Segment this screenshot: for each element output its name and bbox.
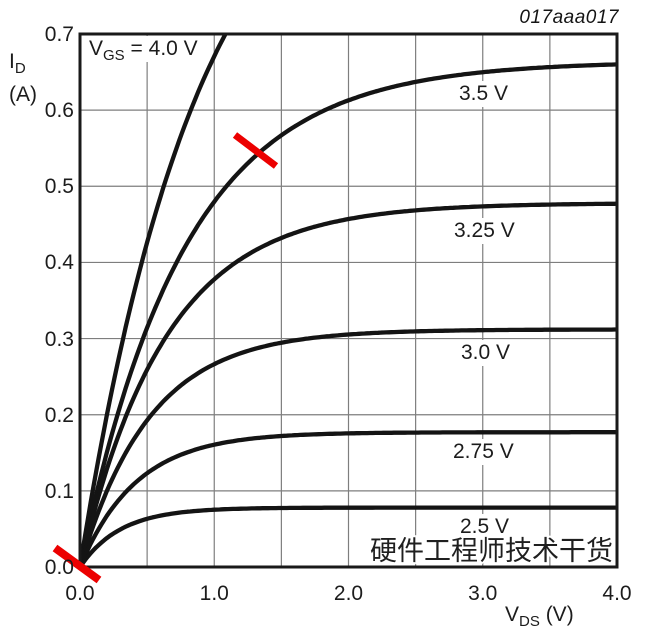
y-axis-unit: (A) — [9, 83, 37, 107]
figure-id: 017aaa017 — [519, 7, 619, 28]
curve-label-vgs-3.5: 3.5 V — [455, 81, 513, 107]
curve-label-vgs-2.75: 2.75 V — [449, 439, 518, 465]
x-axis-symbol: V — [505, 603, 520, 626]
y-axis-symbol: I — [9, 50, 15, 73]
x-axis-symbol-subscript: DS — [519, 613, 540, 631]
curve-label-vgs-3: 3.0 V — [457, 340, 515, 366]
watermark-text: 硬件工程师技术干货 — [370, 536, 613, 566]
curve-label-vgs-3.25: 3.25 V — [450, 218, 519, 244]
x-axis-title: VDS (V) — [505, 603, 574, 630]
curve-label-vgs-4: VGS = 4.0 V — [85, 36, 202, 63]
x-axis-unit: (V) — [539, 603, 574, 626]
y-axis-title: ID (A) — [9, 49, 37, 108]
y-axis-symbol-subscript: D — [14, 60, 26, 78]
